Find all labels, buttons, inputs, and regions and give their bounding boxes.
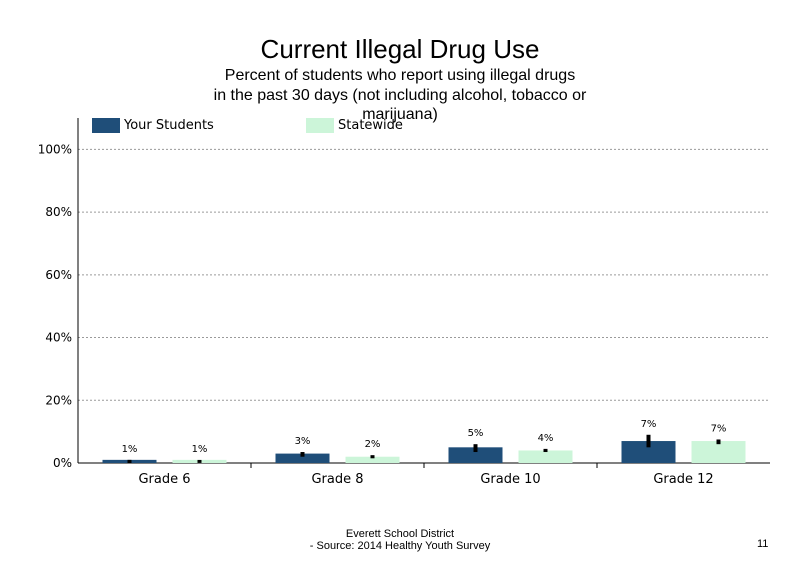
- chart-subtitle-line-2: in the past 30 days (not including alcoh…: [213, 87, 587, 104]
- y-tick-label: 80%: [45, 205, 72, 219]
- bar-statewide: [518, 450, 573, 463]
- data-label: 4%: [538, 433, 554, 444]
- data-label: 2%: [365, 439, 381, 450]
- y-tick-label: 100%: [38, 142, 72, 156]
- legend-swatch-your-students: [92, 118, 120, 133]
- legend-label-your-students: Your Students: [124, 118, 214, 133]
- bar-your-students: [275, 453, 330, 463]
- data-label: 3%: [295, 436, 311, 447]
- x-tick-label: Grade 6: [138, 472, 190, 487]
- data-label: 5%: [468, 428, 484, 439]
- data-label: 7%: [641, 419, 657, 430]
- data-label: 1%: [192, 444, 208, 455]
- bar-statewide: [345, 456, 400, 463]
- x-tick-label: Grade 8: [311, 472, 363, 487]
- page-number: 11: [757, 538, 769, 550]
- y-tick-label: 20%: [45, 393, 72, 407]
- x-tick-label: Grade 10: [480, 472, 540, 487]
- chart-subtitle-line-3: marijuana): [362, 106, 438, 123]
- data-label: 1%: [122, 444, 138, 455]
- bar-your-students: [448, 447, 503, 463]
- bar-your-students: [621, 441, 676, 463]
- chart-title: Current Illegal Drug Use: [260, 34, 540, 64]
- legend-label-statewide: Statewide: [338, 118, 403, 133]
- y-tick-label: 40%: [45, 331, 72, 345]
- chart-subtitle-line-1: Percent of students who report using ill…: [224, 67, 576, 84]
- y-tick-label: 60%: [45, 268, 72, 282]
- x-tick-label: Grade 12: [653, 472, 713, 487]
- y-tick-label: 0%: [53, 456, 72, 470]
- footer-district: Everett School District: [345, 528, 455, 540]
- footer-source: - Source: 2014 Healthy Youth Survey: [309, 540, 491, 552]
- legend-swatch-statewide: [306, 118, 334, 133]
- bar-statewide: [691, 441, 746, 463]
- data-label: 7%: [711, 423, 727, 434]
